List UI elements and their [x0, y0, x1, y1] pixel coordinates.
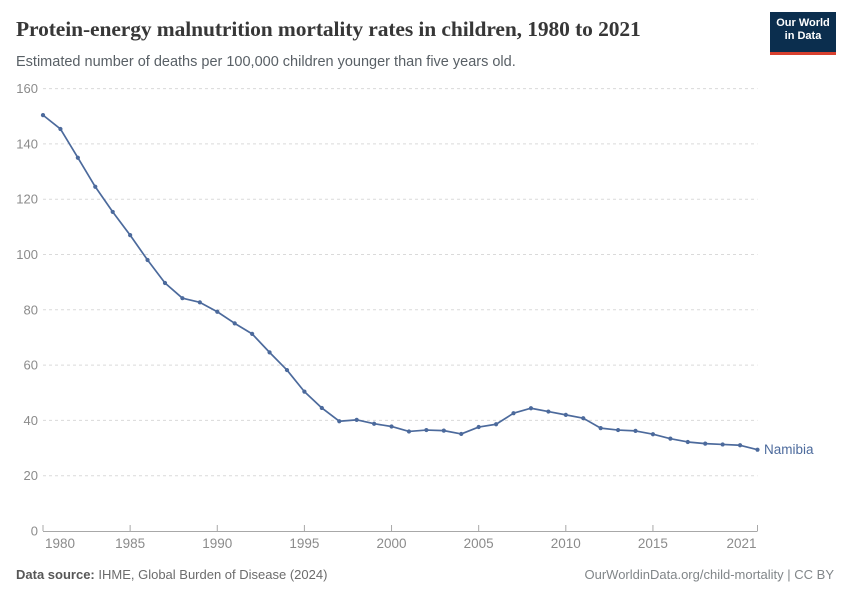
data-point — [406, 429, 412, 434]
data-point — [75, 155, 80, 160]
data-point — [650, 432, 656, 437]
credit-link[interactable]: OurWorldinData.org/child-mortality | CC … — [584, 567, 835, 582]
y-axis-label-120: 120 — [16, 192, 38, 207]
data-point — [40, 113, 46, 118]
data-point — [755, 447, 760, 452]
data-point — [162, 280, 168, 286]
data-source-text: Data source: IHME, Global Burden of Dise… — [16, 567, 328, 582]
data-point — [389, 424, 394, 429]
page-title: Protein-energy malnutrition mortality ra… — [16, 17, 641, 41]
data-point — [145, 257, 150, 263]
x-axis-label-2015: 2015 — [638, 536, 668, 551]
data-point — [685, 439, 690, 445]
data-point — [215, 309, 220, 314]
y-axis-label-100: 100 — [16, 247, 38, 262]
y-axis-label-80: 80 — [24, 302, 38, 317]
data-point — [528, 406, 534, 411]
data-point — [110, 209, 115, 215]
x-axis-label-2005: 2005 — [464, 536, 494, 551]
y-axis-label-140: 140 — [16, 136, 38, 151]
owid-logo[interactable]: Our World in Data — [770, 12, 836, 55]
data-point — [546, 409, 551, 414]
data-line-namibia — [42, 114, 759, 451]
x-axis-label-2000: 2000 — [377, 536, 407, 551]
data-point — [267, 350, 272, 355]
data-point — [58, 126, 63, 132]
data-point — [424, 427, 429, 433]
data-point — [720, 442, 725, 447]
y-axis-label-20: 20 — [24, 468, 38, 483]
data-point — [668, 436, 673, 441]
data-point — [197, 300, 202, 305]
x-axis-label-1985: 1985 — [115, 536, 145, 551]
data-point — [302, 389, 307, 394]
data-point — [250, 331, 255, 336]
data-point — [128, 233, 133, 238]
x-axis-label-1990: 1990 — [202, 536, 232, 551]
x-axis-label-1980: 1980 — [45, 536, 75, 551]
data-point — [354, 417, 359, 422]
data-point — [581, 416, 586, 421]
data-point — [563, 412, 568, 417]
data-point — [633, 428, 638, 434]
data-point — [372, 421, 377, 426]
data-point — [93, 184, 98, 189]
data-point — [476, 424, 481, 430]
owid-logo-line2: in Data — [784, 30, 822, 42]
data-point — [598, 426, 603, 431]
data-point — [737, 443, 743, 448]
y-axis-label-40: 40 — [24, 413, 38, 428]
data-point — [511, 411, 516, 416]
x-axis-label-2010: 2010 — [551, 536, 581, 551]
data-point — [284, 367, 290, 373]
x-axis-label-1995: 1995 — [289, 536, 319, 551]
y-axis-label-0: 0 — [31, 524, 38, 539]
y-axis-label-160: 160 — [16, 81, 38, 96]
data-point — [441, 428, 446, 433]
chart-footer: Data source: IHME, Global Burden of Dise… — [16, 567, 834, 582]
data-point — [615, 427, 621, 433]
data-point — [459, 431, 464, 437]
data-point — [493, 422, 499, 427]
data-point — [703, 441, 708, 446]
owid-logo-line1: Our World — [776, 17, 830, 29]
data-point — [180, 296, 185, 301]
x-axis-label-2021: 2021 — [726, 536, 756, 551]
data-source-label: Data source: — [16, 567, 95, 582]
series-label-namibia: Namibia — [764, 442, 814, 457]
data-point — [232, 321, 237, 326]
page-subtitle: Estimated number of deaths per 100,000 c… — [16, 54, 516, 70]
data-point — [337, 419, 342, 424]
y-axis-label-60: 60 — [24, 358, 38, 373]
data-point — [319, 405, 324, 411]
